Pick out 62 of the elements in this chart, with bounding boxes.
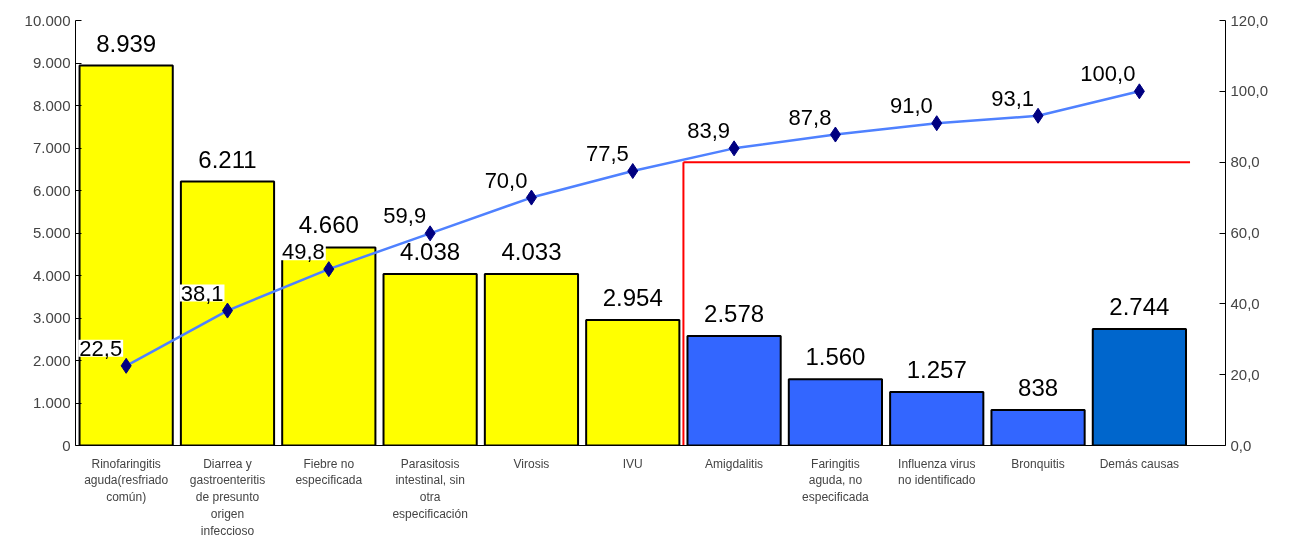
y2-tick-label: 60,0 (1230, 224, 1260, 241)
y-tick-label: 5.000 (32, 224, 71, 241)
data-label: 91,0 (889, 93, 933, 119)
point (1133, 83, 1145, 100)
data-label: 93,1 (991, 85, 1035, 111)
data-label: 6.211 (198, 145, 257, 173)
data-label: 2.744 (1109, 292, 1170, 320)
point (728, 140, 740, 157)
x-tick-label: Influenza virus no identificado (898, 456, 976, 488)
point (120, 357, 132, 374)
y2-tick-label: 100,0 (1230, 82, 1269, 100)
x-tick-label: Fiebre no especificada (295, 456, 363, 488)
y2-tick-label: 40,0 (1230, 294, 1260, 312)
x-tick-label: Demás causas (1099, 456, 1180, 471)
y-tick-label: 3.000 (32, 309, 71, 326)
data-label: 38,1 (180, 280, 224, 306)
data-label: 49,8 (281, 239, 325, 265)
x-tick-label: Diarrea y gastroenteritis de presunto origen infeccioso (189, 456, 266, 538)
data-label: 2.578 (704, 299, 765, 327)
point (829, 126, 841, 143)
y-tick-label: 2.000 (32, 351, 71, 369)
point (323, 261, 335, 278)
x-tick-label: Parasitosis intestinal, sin otra especificación (392, 456, 468, 521)
y-tick-label: 10.000 (24, 11, 71, 29)
data-label: 2.954 (602, 283, 663, 311)
point (221, 302, 233, 319)
data-label: 100,0 (1080, 61, 1136, 87)
data-label: 87,8 (788, 104, 832, 130)
x-tick-label: Amigdalitis (705, 456, 764, 471)
x-tick-label: Bronquitis (1011, 456, 1065, 471)
point (627, 163, 639, 180)
data-label: 4.033 (501, 238, 562, 266)
y2-tick-label: 120,0 (1230, 11, 1269, 29)
x-tick-label: IVU (622, 456, 643, 471)
data-label: 8.939 (96, 29, 157, 57)
data-label: 4.660 (298, 211, 359, 239)
data-label: 1.560 (805, 343, 866, 371)
data-label: 22,5 (79, 335, 123, 361)
y-tick-label: 9.000 (32, 54, 71, 71)
point (525, 189, 537, 206)
y2-tick-label: 0,0 (1230, 436, 1252, 454)
x-tick-label: Rinofaringitis aguda(resfriado común) (84, 456, 169, 505)
y-tick-label: 6.000 (32, 181, 71, 199)
data-label: 4.038 (400, 237, 461, 265)
y-tick-label: 7.000 (32, 139, 71, 156)
y-tick-label: 4.000 (32, 266, 71, 284)
data-label: 59,9 (383, 203, 427, 229)
point (1032, 107, 1044, 124)
x-tick-label: Faringitis aguda, no especificada (802, 456, 870, 505)
point (424, 225, 436, 242)
point (931, 115, 943, 132)
y2-tick-label: 20,0 (1230, 365, 1260, 383)
data-label: 1.257 (906, 356, 967, 384)
y2-tick-label: 80,0 (1230, 153, 1260, 171)
data-label: 838 (1018, 373, 1059, 401)
x-tick-label: Virosis (513, 456, 550, 471)
data-label: 70,0 (484, 167, 528, 193)
y-tick-label: 1.000 (32, 394, 71, 411)
y-tick-label: 0 (62, 436, 71, 454)
y-tick-label: 8.000 (32, 96, 71, 114)
data-label: 83,9 (687, 118, 731, 144)
data-label: 77,5 (585, 141, 629, 167)
